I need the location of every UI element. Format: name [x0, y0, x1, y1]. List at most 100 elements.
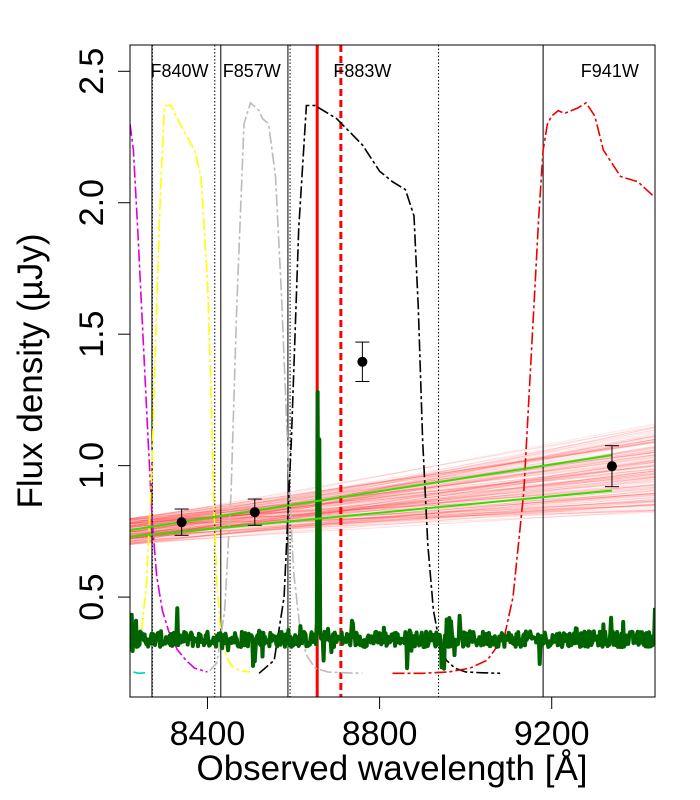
model-sample-line [130, 442, 655, 520]
model-sample-line [130, 505, 655, 522]
filter-magenta-curve [130, 123, 208, 673]
model-sample-line [130, 489, 655, 545]
model-sample-line [130, 485, 655, 528]
model-sample-line [130, 498, 655, 539]
model-sample-line [130, 427, 655, 538]
model-sample-line [130, 432, 655, 528]
model-sample-line [130, 460, 655, 524]
photometry-points [174, 341, 619, 536]
y-tick-label: 2.0 [73, 179, 111, 226]
model-sample-line [130, 435, 655, 530]
y-axis-label: Flux density (µJy) [11, 234, 50, 509]
model-sample-line [130, 486, 655, 528]
model-sample-line [130, 504, 655, 530]
model-sample-line [130, 498, 655, 542]
model-sample-line [130, 436, 655, 538]
model-sample-line [130, 468, 655, 520]
model-sample-line [130, 500, 655, 528]
filter-gray-curve [209, 101, 363, 675]
model-sample-line [130, 435, 655, 537]
model-sample-line [130, 498, 655, 540]
model-sample-line [130, 458, 655, 525]
model-sample-line [130, 487, 655, 543]
model-sample-line [130, 493, 655, 539]
model-sample-line [130, 456, 655, 527]
model-sample-line [130, 478, 655, 537]
model-sample-line [130, 510, 655, 526]
model-sample-line [130, 501, 655, 540]
model-sample-line [130, 476, 655, 535]
x-tick-label: 8800 [342, 715, 418, 753]
model-sample-line [130, 500, 655, 533]
model-sample-line [130, 508, 655, 539]
model-sample-line [130, 510, 655, 525]
model-sample-line [130, 489, 655, 544]
filter-cyan-curve [133, 671, 146, 675]
model-sample-line [130, 496, 655, 543]
model-sample-line [130, 504, 655, 531]
model-sample-line [130, 473, 655, 521]
model-sample-line [130, 440, 655, 521]
model-fit-samples [130, 423, 655, 545]
model-sample-line [130, 486, 655, 545]
model-sample-line [130, 461, 655, 541]
y-tick-label: 1.0 [73, 442, 111, 489]
model-sample-line [130, 510, 655, 544]
model-sample-line [130, 495, 655, 525]
model-sample-line [130, 472, 655, 531]
model-sample-line [130, 492, 655, 544]
model-sample-line [130, 511, 655, 536]
model-sample-line [130, 470, 655, 520]
model-sample-line [130, 500, 655, 545]
model-sample-line [130, 461, 655, 523]
model-sample-line [130, 476, 655, 535]
model-sample-line [130, 471, 655, 539]
filter-red-curve [392, 101, 655, 675]
x-tick-label: 8400 [170, 715, 246, 753]
model-sample-line [130, 441, 655, 519]
model-sample-line [130, 489, 655, 530]
model-sample-line [130, 449, 655, 535]
model-sample-line [130, 484, 655, 530]
data-point [357, 356, 368, 367]
filter-labels: F840W F857W F883W F941W [150, 61, 638, 81]
model-sample-line [130, 454, 655, 533]
model-sample-line [130, 474, 655, 523]
model-sample-line [130, 497, 655, 524]
model-sample-line [130, 451, 655, 524]
model-sample-line [130, 455, 655, 532]
model-sample-line [130, 478, 655, 537]
model-fit-band-upper-line [130, 454, 613, 532]
x-axis-label: Observed wavelength [Å] [196, 749, 587, 788]
model-sample-line [130, 453, 655, 533]
x-tick-label: 9200 [514, 715, 590, 753]
y-tick-label: 0.5 [73, 573, 111, 620]
filter-black-curve [258, 104, 501, 675]
spectrum-line [130, 390, 655, 671]
model-sample-line [130, 454, 655, 520]
model-sample-line [130, 451, 655, 519]
model-sample-line [130, 438, 655, 538]
model-sample-line [130, 442, 655, 519]
model-sample-line [130, 431, 655, 529]
model-sample-line [130, 446, 655, 524]
model-sample-line [130, 473, 655, 536]
model-sample-line [130, 504, 655, 538]
model-sample-line [130, 434, 655, 526]
model-sample-line [130, 468, 655, 528]
model-sample-line [130, 440, 655, 542]
model-sample-line [130, 451, 655, 537]
y-tick-label: 1.5 [73, 311, 111, 358]
model-sample-line [130, 423, 655, 525]
model-sample-line [130, 503, 655, 537]
y-tick-label: 2.5 [73, 48, 111, 95]
model-sample-line [130, 460, 655, 539]
plot-area [130, 45, 655, 697]
model-sample-line [130, 509, 655, 525]
filter-label: F941W [581, 61, 639, 81]
model-sample-line [130, 472, 655, 535]
model-sample-line [130, 428, 655, 543]
data-point [176, 517, 187, 528]
model-sample-line [130, 501, 655, 542]
